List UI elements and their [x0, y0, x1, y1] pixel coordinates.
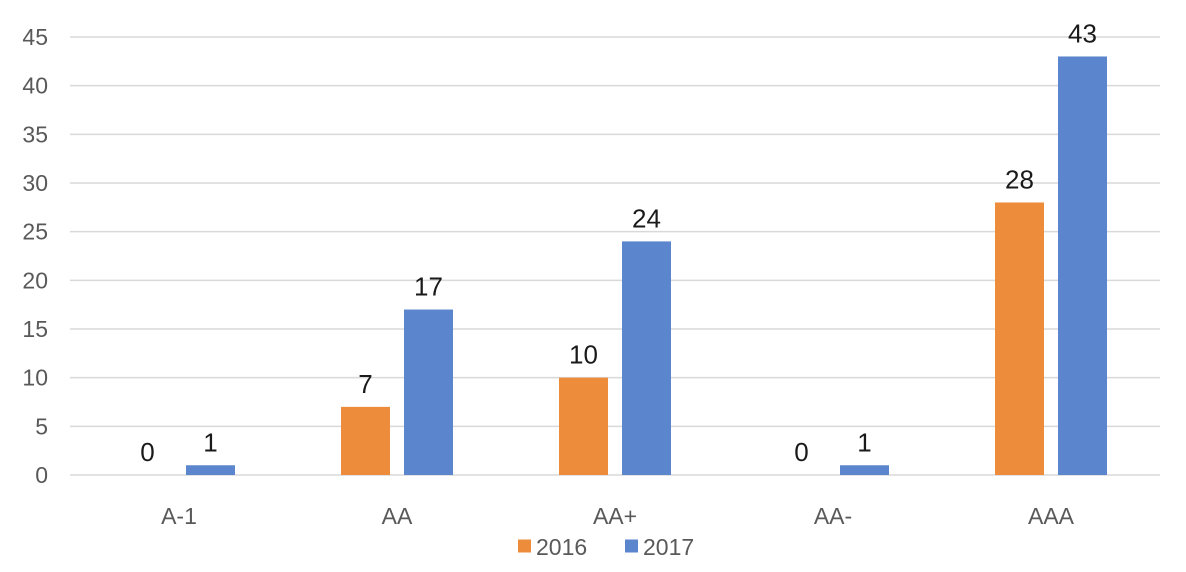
bar-2017-AA-: [840, 465, 889, 475]
y-tick-label: 35: [22, 121, 48, 147]
bar-2016-AA+: [559, 377, 608, 475]
bar-2017-AA+: [622, 241, 671, 475]
y-tick-label: 0: [35, 462, 48, 488]
y-tick-label: 45: [22, 24, 48, 50]
legend-swatch-2016: [518, 539, 531, 553]
x-tick-label: AA: [382, 503, 413, 529]
legend-label-2017: 2017: [643, 534, 694, 560]
y-tick-label: 25: [22, 219, 48, 245]
bar-2017-A-1: [186, 465, 235, 475]
bar-2017-AAA: [1058, 56, 1107, 475]
data-label-2016-AA-: 0: [794, 437, 808, 467]
legend: 2016 2017: [518, 534, 694, 560]
x-tick-label: AAA: [1028, 503, 1075, 529]
data-label-2016-AA: 7: [358, 369, 372, 399]
bars: [186, 56, 1107, 475]
y-tick-label: 30: [22, 170, 48, 196]
data-label-2016-AAA: 28: [1005, 164, 1034, 194]
data-label-2017-AA: 17: [414, 272, 443, 302]
data-label-2016-AA+: 10: [569, 340, 598, 370]
x-tick-label: AA-: [814, 503, 852, 529]
data-label-2017-AA-: 1: [857, 427, 871, 457]
bar-2016-AA: [341, 406, 390, 475]
bar-2016-AAA: [995, 202, 1044, 475]
bar-2017-AA: [404, 309, 453, 475]
data-label-2017-A-1: 1: [203, 427, 217, 457]
x-tick-label: AA+: [593, 503, 637, 529]
legend-label-2016: 2016: [536, 534, 587, 560]
y-tick-label: 40: [22, 73, 48, 99]
legend-swatch-2017: [625, 539, 638, 553]
data-label-2017-AA+: 24: [632, 203, 661, 233]
y-tick-label: 20: [22, 267, 48, 293]
y-tick-label: 10: [22, 365, 48, 391]
x-tick-label: A-1: [161, 503, 197, 529]
data-label-2016-A-1: 0: [140, 437, 154, 467]
y-tick-label: 15: [22, 316, 48, 342]
y-tick-label: 5: [35, 413, 48, 439]
data-label-2017-AAA: 43: [1068, 18, 1097, 48]
y-axis-ticks: 0 5 10 15 20 25 30 35 40 45: [22, 24, 48, 488]
x-axis-ticks: A-1 AA AA+ AA- AAA: [161, 503, 1075, 529]
gridlines: [70, 36, 1160, 476]
